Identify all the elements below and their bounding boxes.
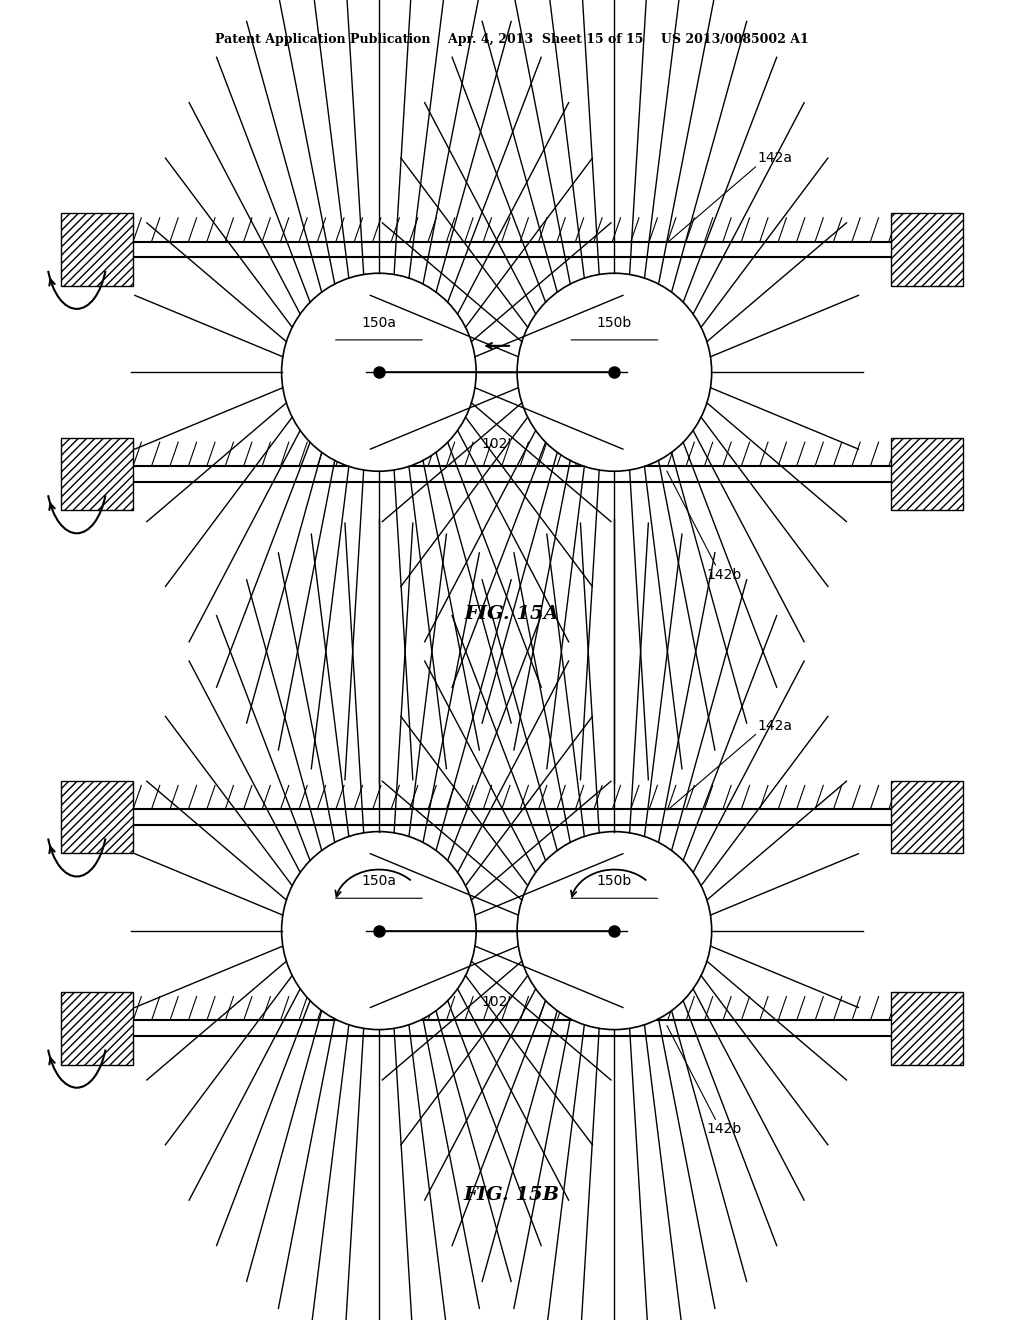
Bar [61,993,133,1064]
Bar [891,993,963,1064]
Bar [61,437,133,510]
Text: 142b: 142b [707,568,741,582]
Text: 150a: 150a [361,315,396,330]
Ellipse shape [517,273,712,471]
Bar [61,213,133,286]
Ellipse shape [282,832,476,1030]
Text: 150b: 150b [597,874,632,888]
Ellipse shape [282,273,476,471]
Bar [61,781,133,854]
Text: 150a: 150a [361,874,396,888]
Text: 102': 102' [481,995,512,1008]
Text: Patent Application Publication    Apr. 4, 2013  Sheet 15 of 15    US 2013/008500: Patent Application Publication Apr. 4, 2… [215,33,809,46]
Ellipse shape [517,832,712,1030]
Bar [891,781,963,854]
Text: 142b: 142b [707,1122,741,1137]
Bar [891,213,963,286]
Text: 102': 102' [481,437,512,450]
Text: FIG. 15A: FIG. 15A [465,605,559,623]
Text: FIG. 15B: FIG. 15B [464,1185,560,1204]
Text: 142a: 142a [758,718,793,733]
Text: 150b: 150b [597,315,632,330]
Text: 142a: 142a [758,150,793,165]
Bar [891,437,963,510]
